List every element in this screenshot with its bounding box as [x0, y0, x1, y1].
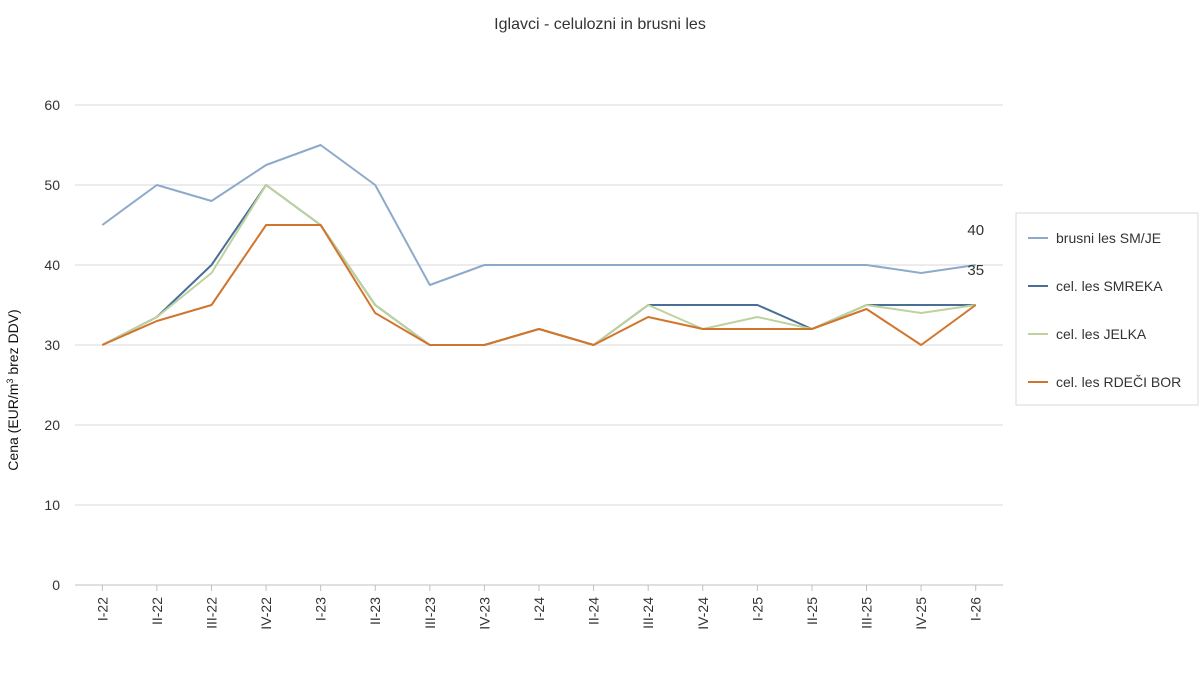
x-tick-label: IV-23 [476, 597, 492, 630]
y-axis-ticks: 0 10 20 30 40 50 60 [44, 97, 60, 593]
x-tick-label: IV-25 [913, 597, 929, 630]
x-tick-label: II-25 [804, 597, 820, 625]
x-tick-label: I-24 [531, 597, 547, 621]
x-tick-label: IV-22 [258, 597, 274, 630]
series-line-3 [101, 224, 977, 346]
x-tick-label: III-25 [859, 597, 875, 629]
x-tick-label: I-26 [968, 597, 984, 621]
x-tick-label: III-24 [640, 597, 656, 629]
y-axis-label-prefix: Cena (EUR/m [5, 384, 21, 471]
y-axis-label-superscript: 3 [5, 379, 15, 384]
y-tick-label: 20 [44, 417, 60, 433]
y-tick-label: 10 [44, 497, 60, 513]
chart-title: Iglavci - celulozni in brusni les [494, 16, 706, 33]
legend-item-label: brusni les SM/JE [1056, 230, 1161, 246]
y-tick-label: 50 [44, 177, 60, 193]
x-tick-label: II-23 [367, 597, 383, 625]
legend-item-label: cel. les RDEČI BOR [1056, 374, 1181, 390]
x-tick-label: IV-24 [695, 597, 711, 630]
legend-box [1015, 212, 1199, 406]
data-label: 40 [967, 222, 984, 239]
gridlines [75, 104, 1003, 586]
legend-item-label: cel. les JELKA [1056, 326, 1147, 342]
y-tick-label: 40 [44, 257, 60, 273]
x-tick-label: I-25 [749, 597, 765, 621]
x-tick-label: I-23 [313, 597, 329, 621]
y-tick-label: 60 [44, 97, 60, 113]
x-tick-label: II-24 [586, 597, 602, 625]
y-axis-label: Cena (EUR/m3 brez DDV) [5, 309, 21, 470]
x-tick-label: III-23 [422, 597, 438, 629]
data-labels: 40 35 [967, 222, 984, 279]
data-label: 35 [967, 262, 984, 279]
series-lines [101, 144, 977, 346]
x-tick-label: II-22 [149, 597, 165, 625]
series-line-0 [101, 144, 976, 286]
legend: brusni les SM/JE cel. les SMREKA cel. les … [1015, 212, 1199, 406]
x-tick-label: I-22 [94, 597, 110, 621]
y-tick-label: 0 [52, 577, 60, 593]
x-tick-label: III-22 [203, 597, 219, 629]
y-tick-label: 30 [44, 337, 60, 353]
legend-item-label: cel. les SMREKA [1056, 278, 1163, 294]
y-axis-label-suffix: brez DDV) [5, 309, 21, 378]
x-axis-ticks: I-22 II-22 III-22 IV-22 I-23 II-23 III-23 IV-23… [94, 585, 984, 630]
